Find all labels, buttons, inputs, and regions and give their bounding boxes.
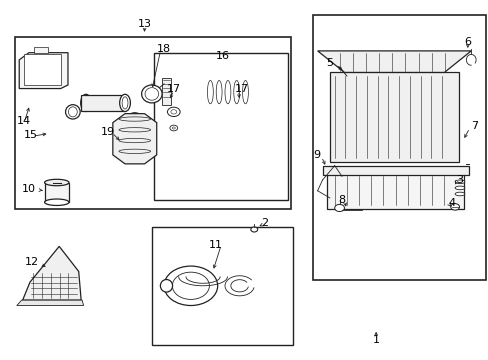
Ellipse shape xyxy=(122,97,128,109)
Text: 17: 17 xyxy=(235,84,248,94)
Text: 1: 1 xyxy=(372,334,379,345)
Text: 14: 14 xyxy=(17,116,31,126)
Text: 12: 12 xyxy=(24,257,39,267)
Text: 6: 6 xyxy=(464,37,470,47)
Circle shape xyxy=(172,127,175,129)
Ellipse shape xyxy=(81,94,91,112)
Ellipse shape xyxy=(207,81,213,104)
Circle shape xyxy=(170,110,176,114)
Bar xyxy=(329,72,458,162)
Text: 19: 19 xyxy=(101,127,115,136)
Ellipse shape xyxy=(454,192,464,196)
Text: 7: 7 xyxy=(470,121,477,131)
Circle shape xyxy=(172,272,209,300)
Text: 18: 18 xyxy=(157,44,171,54)
Ellipse shape xyxy=(454,186,464,190)
Circle shape xyxy=(169,125,177,131)
Ellipse shape xyxy=(44,179,69,186)
Bar xyxy=(154,53,288,200)
Text: 2: 2 xyxy=(261,218,268,228)
Bar xyxy=(44,183,69,202)
Ellipse shape xyxy=(454,180,464,184)
Polygon shape xyxy=(113,114,157,164)
Bar xyxy=(24,54,61,85)
Ellipse shape xyxy=(142,85,162,103)
Ellipse shape xyxy=(83,97,89,109)
Text: 4: 4 xyxy=(447,198,454,208)
Ellipse shape xyxy=(216,81,222,104)
Bar xyxy=(327,173,463,209)
Ellipse shape xyxy=(145,87,158,100)
Text: 11: 11 xyxy=(208,239,222,249)
Bar xyxy=(152,226,293,345)
Polygon shape xyxy=(19,53,68,89)
Ellipse shape xyxy=(160,279,172,292)
Bar xyxy=(161,78,171,105)
Bar xyxy=(322,166,468,175)
Ellipse shape xyxy=(233,81,239,104)
Ellipse shape xyxy=(242,81,248,104)
Text: 5: 5 xyxy=(325,58,332,68)
Polygon shape xyxy=(317,51,470,72)
Ellipse shape xyxy=(44,199,69,206)
Bar xyxy=(81,95,125,111)
Ellipse shape xyxy=(120,94,130,112)
Circle shape xyxy=(167,107,180,117)
Circle shape xyxy=(163,266,217,306)
Text: 10: 10 xyxy=(22,184,36,194)
Polygon shape xyxy=(17,300,83,306)
Circle shape xyxy=(450,204,459,210)
Ellipse shape xyxy=(65,105,80,119)
Bar xyxy=(312,15,485,280)
Text: 8: 8 xyxy=(338,195,345,205)
Bar xyxy=(34,47,48,53)
Ellipse shape xyxy=(123,113,146,143)
Ellipse shape xyxy=(127,116,142,140)
Text: 16: 16 xyxy=(215,51,229,61)
Polygon shape xyxy=(22,246,81,300)
Circle shape xyxy=(250,227,257,232)
Circle shape xyxy=(334,204,344,212)
Text: 3: 3 xyxy=(456,175,463,185)
Text: 17: 17 xyxy=(166,84,181,94)
Text: 15: 15 xyxy=(24,130,38,140)
Text: 9: 9 xyxy=(312,150,320,160)
Text: 13: 13 xyxy=(137,19,151,29)
Bar xyxy=(15,37,290,209)
Ellipse shape xyxy=(68,107,77,117)
Ellipse shape xyxy=(224,81,230,104)
